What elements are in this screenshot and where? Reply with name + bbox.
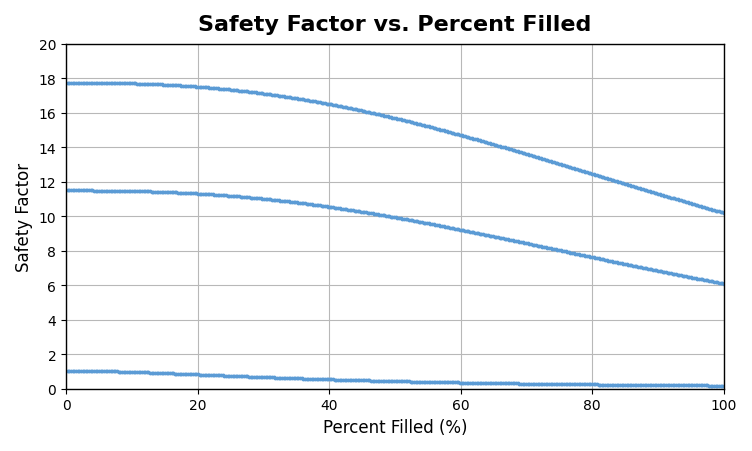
Y-axis label: Safety Factor: Safety Factor [15, 162, 33, 271]
Title: Safety Factor vs. Percent Filled: Safety Factor vs. Percent Filled [199, 15, 592, 35]
X-axis label: Percent Filled (%): Percent Filled (%) [323, 418, 467, 436]
